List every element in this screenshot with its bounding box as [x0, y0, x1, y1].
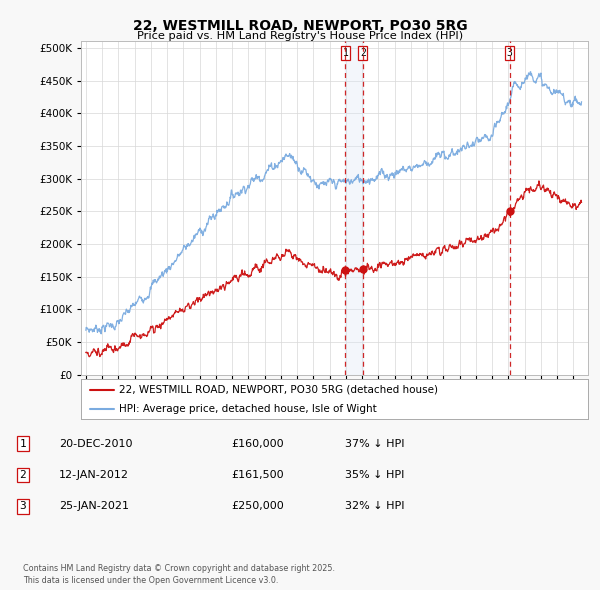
Text: 25-JAN-2021: 25-JAN-2021 [59, 502, 129, 511]
Text: £160,000: £160,000 [231, 439, 284, 448]
Text: 1: 1 [343, 48, 349, 58]
Text: 22, WESTMILL ROAD, NEWPORT, PO30 5RG: 22, WESTMILL ROAD, NEWPORT, PO30 5RG [133, 19, 467, 33]
Text: HPI: Average price, detached house, Isle of Wight: HPI: Average price, detached house, Isle… [119, 404, 377, 414]
Text: 2: 2 [19, 470, 26, 480]
Text: 37% ↓ HPI: 37% ↓ HPI [345, 439, 404, 448]
Bar [509, 41, 511, 375]
Text: Contains HM Land Registry data © Crown copyright and database right 2025.
This d: Contains HM Land Registry data © Crown c… [23, 565, 335, 585]
Text: 35% ↓ HPI: 35% ↓ HPI [345, 470, 404, 480]
Bar [346, 41, 363, 375]
Text: 20-DEC-2010: 20-DEC-2010 [59, 439, 133, 448]
Text: 1: 1 [19, 439, 26, 448]
Text: 2: 2 [360, 48, 366, 58]
Text: 12-JAN-2012: 12-JAN-2012 [59, 470, 129, 480]
Text: 3: 3 [19, 502, 26, 511]
Text: £161,500: £161,500 [231, 470, 284, 480]
Text: 32% ↓ HPI: 32% ↓ HPI [345, 502, 404, 511]
Text: 3: 3 [506, 48, 512, 58]
Text: 22, WESTMILL ROAD, NEWPORT, PO30 5RG (detached house): 22, WESTMILL ROAD, NEWPORT, PO30 5RG (de… [119, 385, 438, 395]
Text: £250,000: £250,000 [231, 502, 284, 511]
Text: Price paid vs. HM Land Registry's House Price Index (HPI): Price paid vs. HM Land Registry's House … [137, 31, 463, 41]
